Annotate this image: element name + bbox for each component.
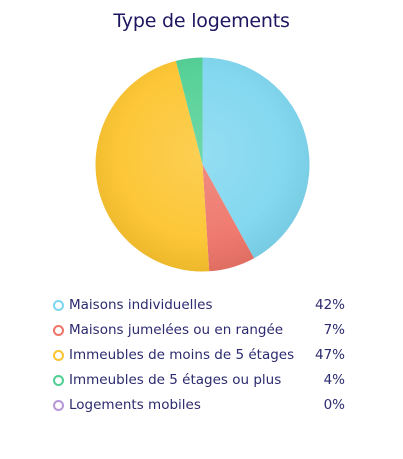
legend-value: 7% <box>323 322 345 338</box>
legend-item-maisons-individuelles[interactable]: Maisons individuelles 42% <box>53 293 353 318</box>
legend-label: Maisons individuelles <box>69 297 213 313</box>
pie-chart <box>90 52 315 277</box>
legend: Maisons individuelles 42% Maisons jumelées… <box>53 293 353 418</box>
legend-marker-icon <box>53 325 64 336</box>
legend-item-logements-mobiles[interactable]: Logements mobiles 0% <box>53 393 353 418</box>
legend-label: Immeubles de 5 étages ou plus <box>69 372 282 388</box>
legend-item-immeubles-de-moins-de-5-etages[interactable]: Immeubles de moins de 5 étages 47% <box>53 343 353 368</box>
legend-marker-icon <box>53 375 64 386</box>
legend-item-maisons-jumelees-ou-en-rangee[interactable]: Maisons jumelées ou en rangée 7% <box>53 318 353 343</box>
legend-label: Maisons jumelées ou en rangée <box>69 322 284 338</box>
legend-marker-icon <box>53 350 64 361</box>
pie-slices <box>95 57 310 272</box>
legend-label: Immeubles de moins de 5 étages <box>69 347 295 363</box>
legend-marker-icon <box>53 400 64 411</box>
legend-value: 4% <box>323 372 345 388</box>
legend-value: 42% <box>314 297 345 313</box>
legend-item-immeubles-de-5-etages-ou-plus[interactable]: Immeubles de 5 étages ou plus 4% <box>53 368 353 393</box>
pie-chart-svg <box>95 57 310 272</box>
legend-marker-icon <box>53 300 64 311</box>
legend-value: 0% <box>323 397 345 413</box>
legend-label: Logements mobiles <box>69 397 201 413</box>
chart-title: Type de logements <box>113 10 290 32</box>
legend-value: 47% <box>314 347 345 363</box>
